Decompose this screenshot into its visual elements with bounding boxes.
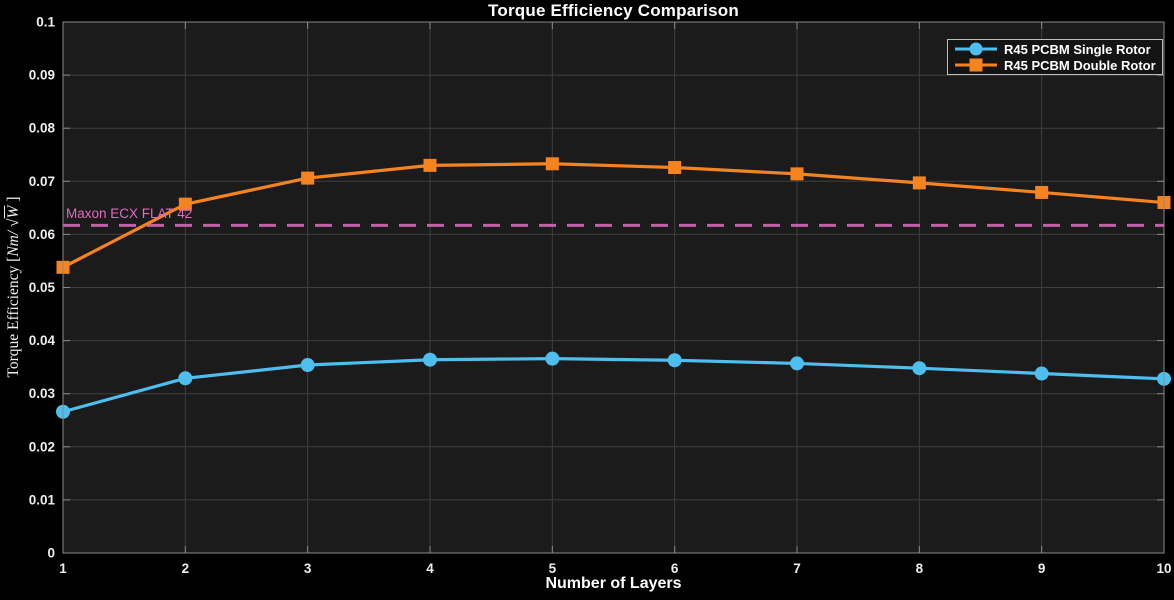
legend-label: R45 PCBM Single Rotor [1004,41,1151,57]
data-point [178,197,192,211]
y-tick-label: 0.03 [29,386,56,401]
y-tick-label: 0.04 [29,333,56,348]
data-point [545,157,559,171]
x-tick-label: 8 [916,561,924,576]
y-tick-label: 0.07 [29,174,55,189]
data-point [912,176,926,190]
series-line-0 [62,357,1165,414]
y-tick-label: 0.01 [29,492,56,507]
legend-sample-line-circle-icon [955,42,997,56]
y-tick-label: 0.05 [29,280,56,295]
data-point [300,358,315,373]
y-tick-label: 0.09 [29,68,55,83]
data-point [423,352,437,367]
annotation-label: Maxon ECX FLAT 42 [66,206,193,221]
y-tick-label: 0.08 [29,121,56,136]
x-axis-label: Number of Layers [545,575,682,592]
data-point [1035,185,1049,199]
data-point [667,353,682,368]
y-axis-label: Torque Efficiency [Nm/ √W ] [5,196,23,377]
sqrt-symbol: √ [5,218,22,227]
data-point [1034,366,1049,381]
data-point [790,356,804,371]
legend: R45 PCBM Single Rotor R45 PCBM Double Ro… [947,39,1163,75]
x-tick-label: 6 [671,561,679,576]
data-point [178,371,193,386]
y-tick-label: 0 [47,546,55,561]
data-point [545,351,560,366]
y-axis-label-close: ] [5,196,22,206]
chart-title: Torque Efficiency Comparison [488,1,739,20]
sqrt-radicand: W [5,205,22,219]
data-point [912,361,927,376]
x-tick-label: 1 [59,561,67,576]
series-line-1 [62,162,1165,269]
x-tick-label: 4 [426,561,434,576]
legend-sample-line-square-icon [955,58,997,72]
y-tick-label: 0.1 [36,15,55,30]
x-tick-label: 5 [549,561,557,576]
legend-item-single-rotor: R45 PCBM Single Rotor [954,41,1162,57]
x-tick-label: 2 [182,561,190,576]
x-tick-label: 7 [793,561,801,576]
x-tick-label: 3 [304,561,312,576]
y-tick-label: 0.02 [29,439,55,454]
data-point [301,171,315,185]
x-tick-label: 9 [1038,561,1046,576]
legend-label: R45 PCBM Double Rotor [1004,57,1156,73]
legend-item-double-rotor: R45 PCBM Double Rotor [954,57,1162,73]
y-tick-label: 0.06 [29,227,56,242]
data-point [668,160,682,174]
data-point [790,167,804,181]
data-point [423,158,437,172]
x-tick-label: 10 [1156,561,1171,576]
y-axis-label-math: Nm/ [5,226,22,257]
y-axis-label-text: Torque Efficiency [ [5,256,22,378]
